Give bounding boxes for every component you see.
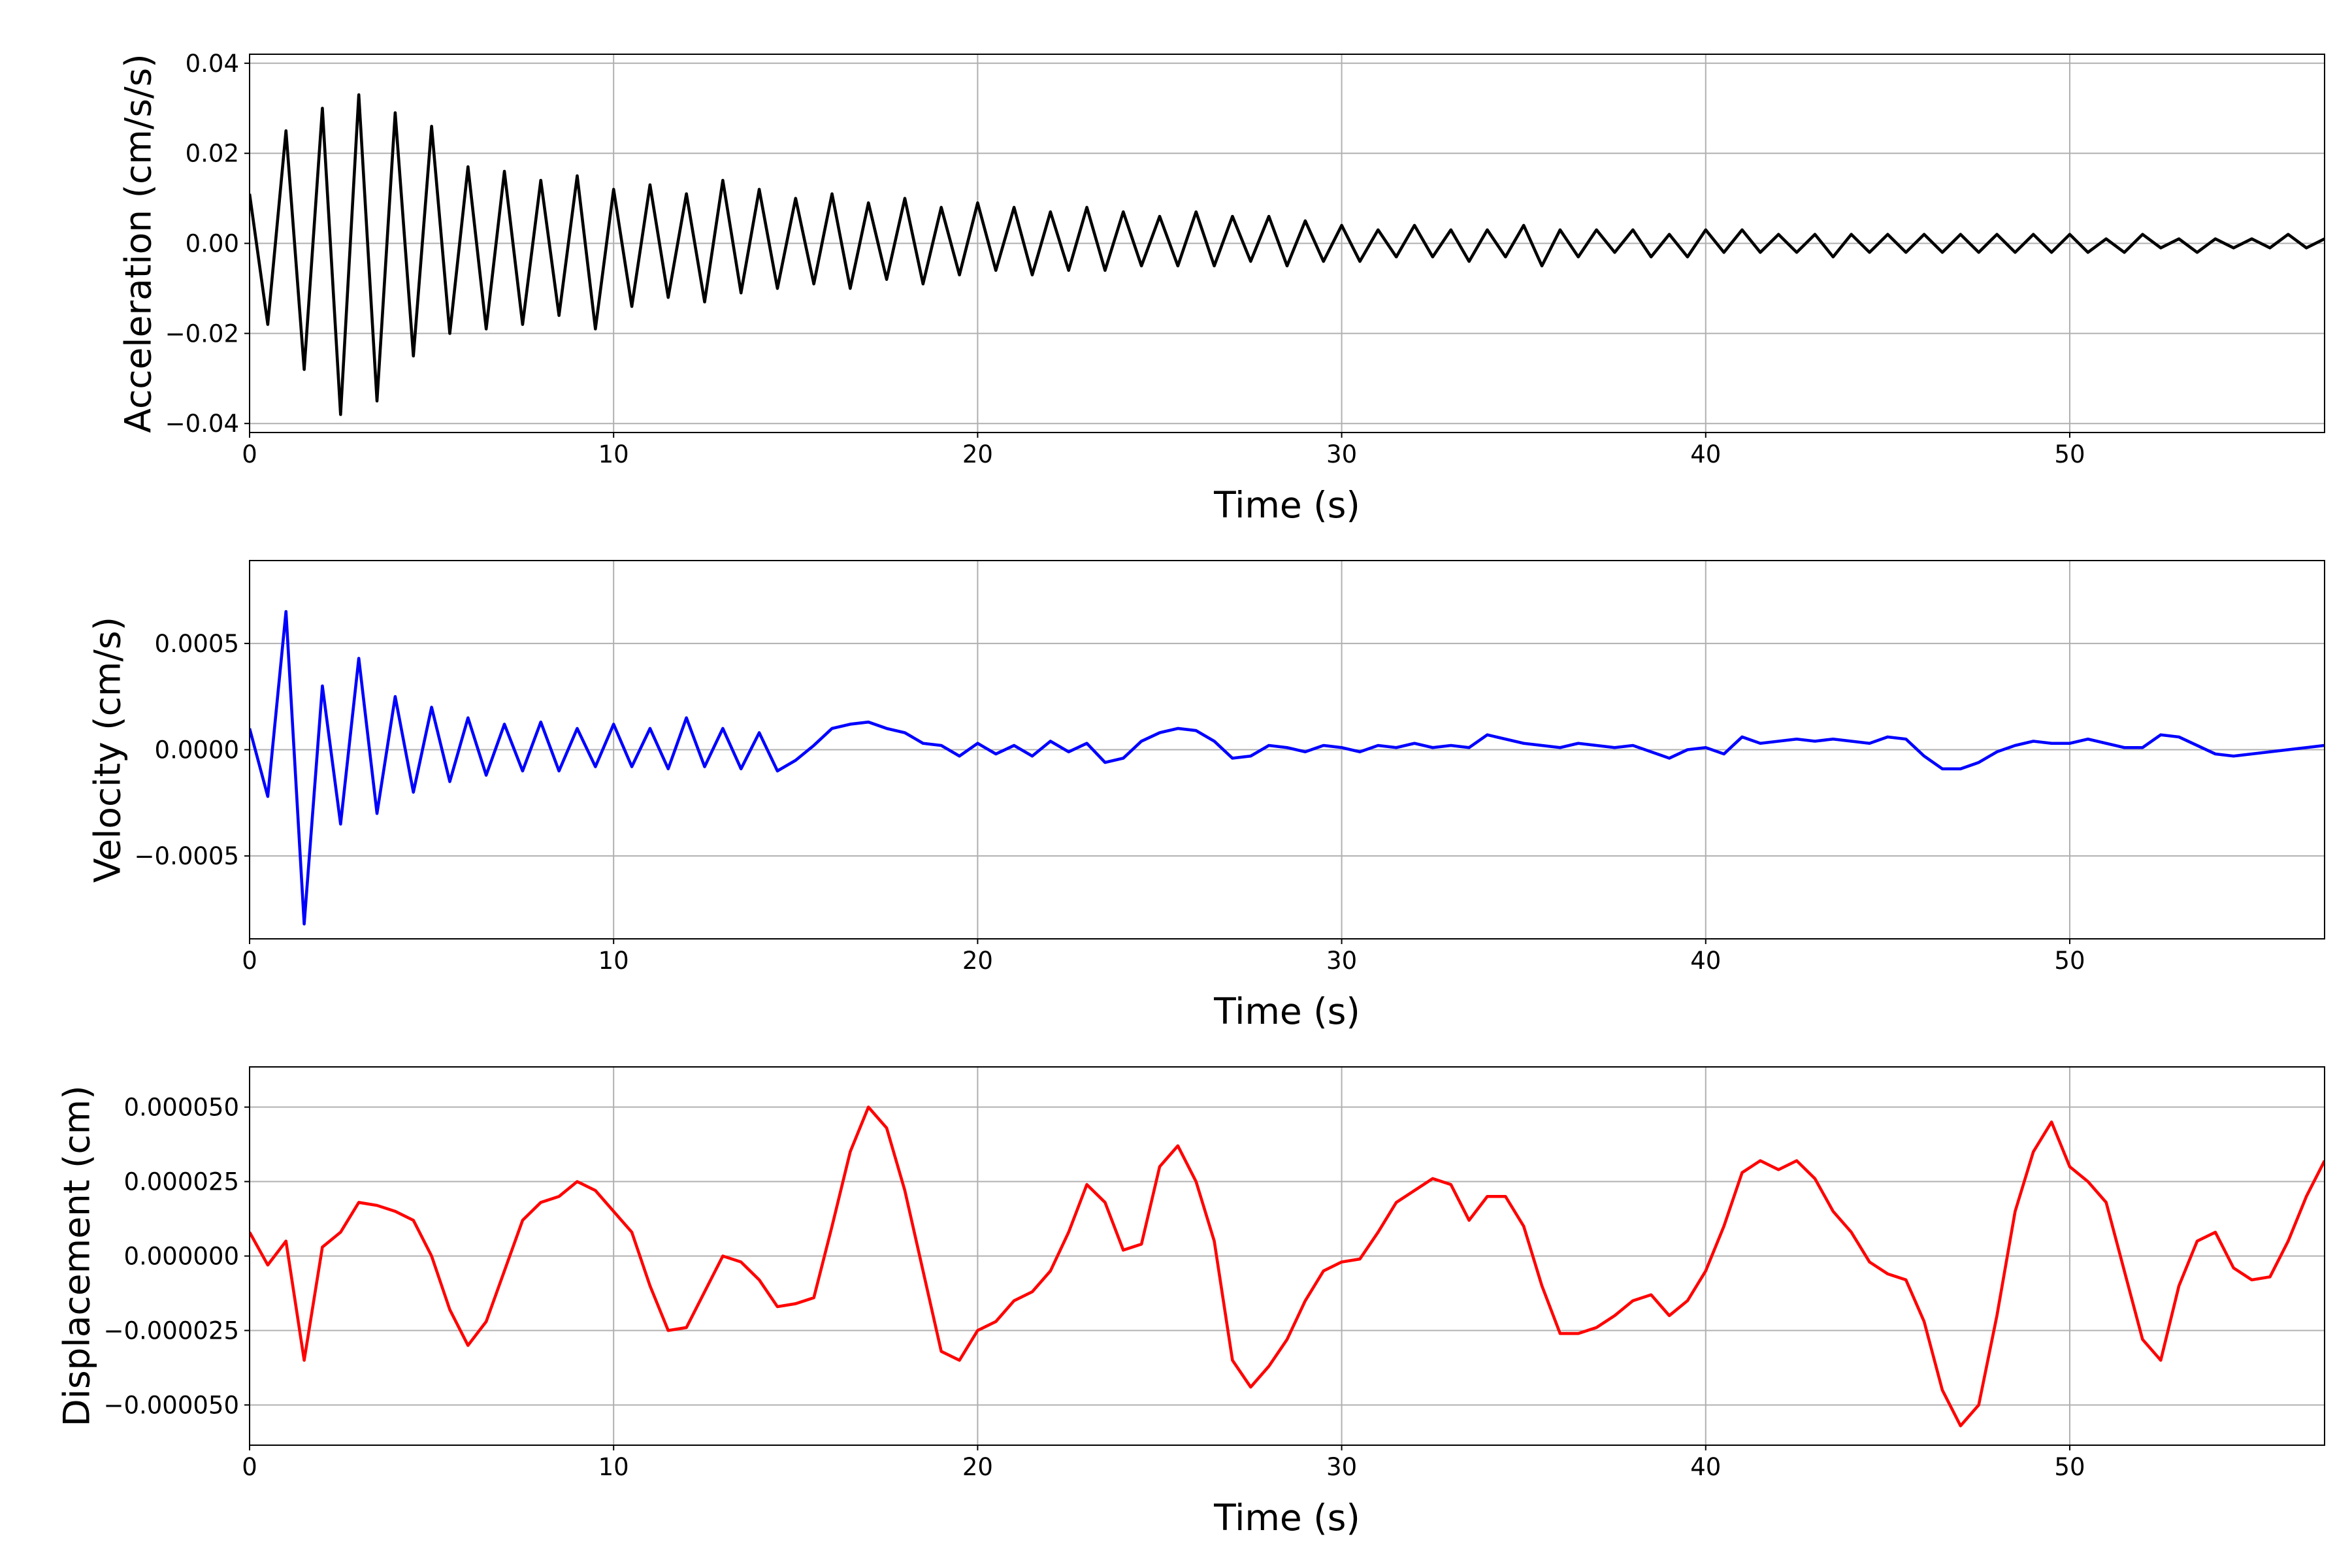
x-tick-label: 0 (242, 1453, 257, 1481)
x-tick-label: 0 (242, 440, 257, 468)
x-tick-label: 50 (2054, 947, 2085, 975)
plot-area (250, 93, 2325, 416)
x-tick-label: 40 (1690, 947, 1721, 975)
x-tick-label: 30 (1326, 947, 1357, 975)
subplot: 0 10 20 30 40 50 −0.04 −0.02 0.00 0.02 0.04 Time (s… (118, 50, 2325, 526)
y-axis-label: Acceleration (cm/s/s) (118, 54, 159, 433)
x-axis-label: Time (s) (1213, 990, 1360, 1032)
subplot: 0 10 20 30 40 50 −0.000050 −0.000025 0.000000 0.0… (56, 1066, 2325, 1539)
y-tick-label: −0.02 (165, 319, 239, 348)
subplot: 0 10 20 30 40 50 −0.0005 0.0000 0.0005 Time (s) Ve… (87, 560, 2325, 1032)
x-tick-label: 10 (598, 947, 629, 975)
x-tick-label: 20 (962, 440, 993, 468)
x-tick-label: 10 (598, 1453, 629, 1481)
x-tick-label: 30 (1326, 440, 1357, 468)
y-tick-label: −0.0005 (135, 842, 239, 870)
y-tick-label: −0.04 (165, 410, 239, 438)
data-line (250, 610, 2325, 926)
x-tick-label: 50 (2054, 1453, 2085, 1481)
y-axis-label: Displacement (cm) (56, 1085, 97, 1426)
x-tick-label: 10 (598, 440, 629, 468)
x-tick-label: 40 (1690, 440, 1721, 468)
axes-frame (249, 54, 2325, 433)
y-tick-label: −0.000025 (103, 1316, 239, 1345)
x-tick-label: 50 (2054, 440, 2085, 468)
x-tick-label: 40 (1690, 1453, 1721, 1481)
data-line (250, 1105, 2325, 1428)
y-tick-label: 0.000050 (123, 1094, 239, 1122)
y-tick-label: 0.000025 (123, 1168, 239, 1196)
x-axis-label: Time (s) (1213, 1497, 1360, 1539)
y-tick-label: 0.0000 (155, 736, 239, 764)
x-tick-label: 30 (1326, 1453, 1357, 1481)
y-tick-label: 0.00 (186, 230, 239, 258)
y-tick-label: 0.04 (186, 50, 239, 78)
data-line (250, 93, 2325, 416)
y-tick-label: 0.0005 (155, 630, 239, 658)
x-tick-label: 0 (242, 947, 257, 975)
x-axis-label: Time (s) (1213, 484, 1360, 526)
plot-area (250, 1105, 2325, 1428)
y-tick-label: −0.000050 (103, 1391, 239, 1419)
y-axis-label: Velocity (cm/s) (87, 617, 129, 883)
x-tick-label: 20 (962, 947, 993, 975)
plot-area (250, 610, 2325, 926)
y-tick-label: 0.02 (186, 140, 239, 168)
y-tick-label: 0.000000 (123, 1243, 239, 1271)
axes-frame (249, 1066, 2325, 1446)
axes-frame (249, 560, 2325, 939)
x-tick-label: 20 (962, 1453, 993, 1481)
